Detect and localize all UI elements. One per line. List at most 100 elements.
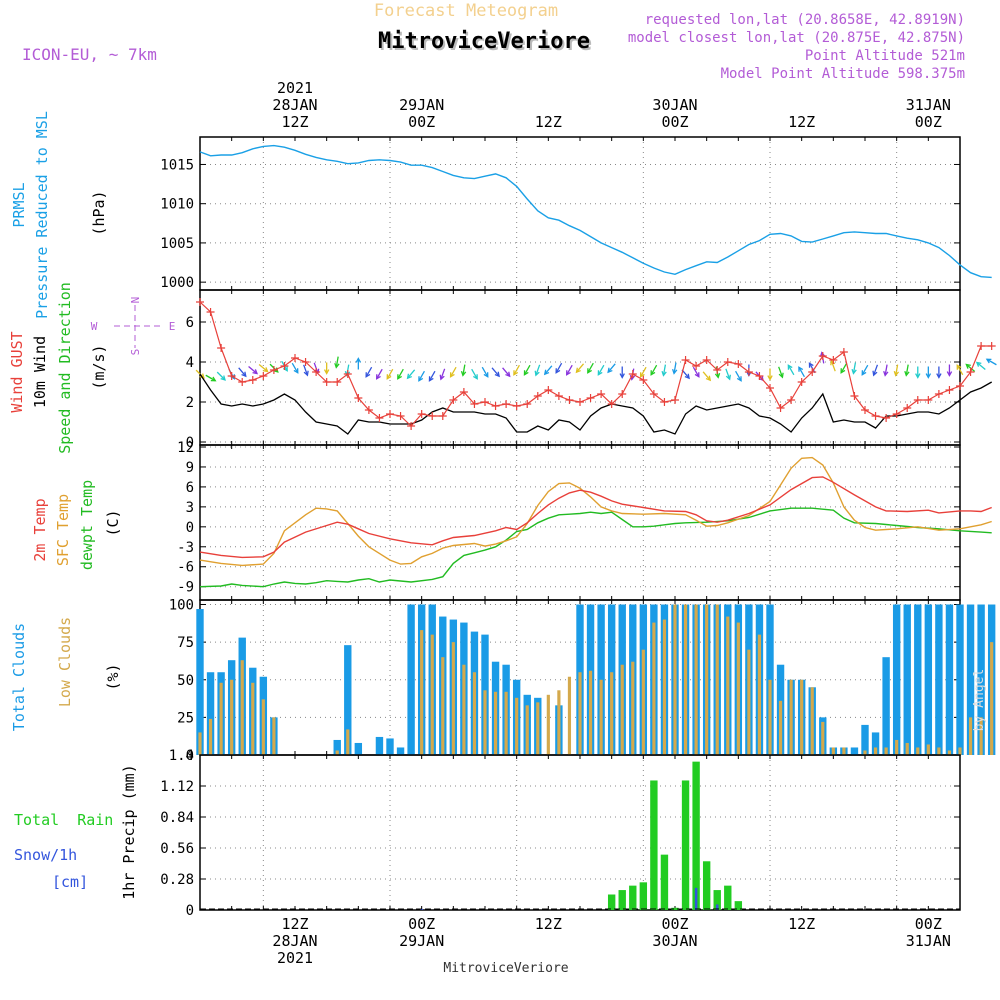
wind-direction-arrow [650,364,658,376]
gust-marker [692,362,701,370]
wind-direction-arrow [936,366,942,379]
info-model-altitude: Model Point Altitude 598.375m [721,66,965,82]
gust-marker [312,368,321,376]
wind-arrow-shaft [205,374,216,382]
snow-title: Snow/1h [14,846,77,864]
wind-dir-title: Speed and Direction [56,282,74,454]
wind-arrow-head [483,372,489,378]
wind-arrow-shaft [692,366,700,378]
watermark: by Angel [972,669,987,732]
low-clouds-bar [800,679,804,755]
rain-bar [681,780,690,910]
ytick-label: 0.56 [160,841,194,857]
wind-direction-arrow [671,362,678,375]
wind-arrow-shaft [407,369,416,379]
wind-direction-arrow [205,374,217,382]
wind-arrow-head [736,376,742,382]
wind-arrow-shaft [575,363,585,373]
bottom-time-label: 12Z [281,915,308,933]
wind-arrow-shaft [840,362,848,374]
wind-arrow-shaft [471,368,478,380]
wind-arrow-head [220,375,226,381]
wind-direction-arrow [397,368,404,380]
low-clouds-bar [631,661,635,755]
wind-direction-arrow [956,364,964,376]
wind-arrow-head [355,357,362,363]
gust-marker [375,414,384,422]
total-clouds-bar [333,739,341,755]
pressure-title-1: PRMSL [10,182,28,227]
gust-marker [502,400,511,408]
bottom-time-label: 00Z [408,915,435,933]
total-clouds-bar [977,604,985,755]
wind-direction-arrow [725,368,731,381]
ytick-label: 6 [186,480,194,496]
gust-marker [649,390,658,398]
wind-arrow-head [883,370,889,377]
wind-direction-arrow [406,369,416,380]
wind-direction-arrow [291,362,299,374]
wind-arrow-head [872,370,878,377]
rain-bar [650,780,658,910]
low-clouds-bar [261,699,265,755]
gust-marker [924,396,933,404]
snow-bar [715,904,719,910]
wind-arrow-head [293,368,299,374]
wind-arrow-head [965,363,971,369]
gust-marker [576,398,584,406]
precip-panel: 0 0.28 0.56 0.84 1.12 1.4 [160,748,961,919]
gust-marker [702,356,711,364]
top-time-label: 12Z [535,113,562,131]
total-clouds-bar [871,732,880,755]
sfc-title: SFC Temp [54,494,72,566]
top-time-label: 2021 [277,79,313,97]
low-clouds-bar [335,750,339,755]
ytick-label: 1005 [160,236,194,252]
compass-east: E [169,320,176,333]
gust-marker [554,392,563,400]
wind-direction-arrow [575,363,585,374]
total-clouds-bar [956,604,964,755]
gust-marker [723,358,732,366]
wind-direction-arrow [851,362,857,375]
temp2m-title: 2m Temp [31,498,49,561]
low-clouds-bar [958,747,962,755]
wind-arrow-head [263,367,269,373]
top-time-label: 28JAN [272,96,317,114]
wind-arrow-head [513,370,519,376]
wind-arrow-head [473,374,478,380]
wind-arrow-head [705,375,712,382]
gust-marker [892,410,901,418]
wind-arrow-shaft [895,364,899,376]
low-clouds-bar [504,691,508,755]
clouds-ylabel: (%) [104,663,122,690]
wind-arrow-head [936,373,942,379]
ytick-label: 50 [177,673,194,689]
wind-arrow-shaft [555,362,563,374]
bottom-time-label: 00Z [915,915,942,933]
low-clouds-bar [968,717,973,755]
ytick-label: 75 [177,635,194,651]
wind-arrow-shaft [662,364,667,376]
wind-arrow-shaft [238,367,247,377]
wind-arrow-shaft [735,370,742,382]
wind-arrow-head [406,373,413,380]
wind-direction-arrow [893,364,900,377]
rain-title: Total Rain [14,811,113,829]
gust-marker [681,356,690,364]
gust-marker [839,348,848,356]
wind-direction-arrow [619,366,625,379]
wind-direction-arrow [904,364,910,377]
wind-direction-arrow [555,362,563,374]
wind-arrow-shaft [428,370,436,382]
gust-marker [987,342,996,350]
low-clouds-bar [705,604,709,755]
total-clouds-bar [396,747,405,755]
gust-marker [871,412,880,420]
wind-arrow-head [543,369,550,376]
wind-arrow-shaft [462,364,466,376]
ytick-label: 0.84 [160,810,194,826]
wind-panel: 0 2 4 6 [186,289,997,451]
gust-marker [787,396,796,404]
wind-arrow-head [946,371,953,377]
